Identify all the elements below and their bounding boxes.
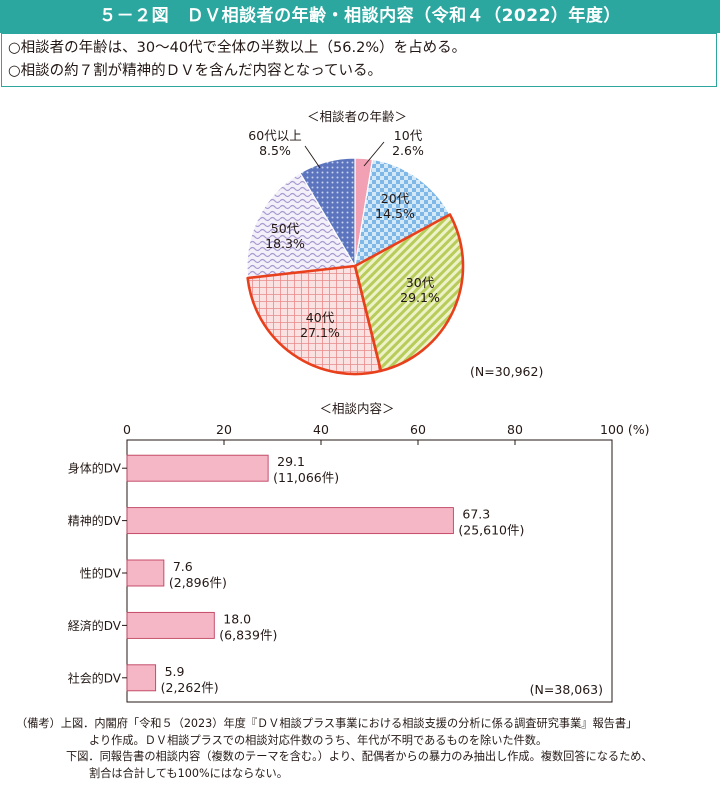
bar-category-label-1: 身体的DV <box>68 461 122 476</box>
bar-count-label-2: (25,610件) <box>458 523 524 538</box>
pie-label-2: 20代 <box>381 191 410 206</box>
bar-value-label-4: 18.0 <box>223 611 251 626</box>
bar-value-label-3: 7.6 <box>173 559 193 574</box>
pie-sample-size: (N=30,962) <box>470 364 543 379</box>
bar-category-label-5: 社会的DV <box>68 670 122 685</box>
bar-count-label-1: (11,066件) <box>273 470 339 485</box>
pie-title: ＜相談者の年齢＞ <box>307 109 407 124</box>
bar-1 <box>127 455 268 481</box>
bar-x-axis: 0 20 40 60 80 <box>123 422 523 437</box>
pie-value-6: 8.5% <box>259 143 291 158</box>
bar-count-label-4: (6,839件) <box>219 627 277 642</box>
bar-count-label-3: (2,896件) <box>169 575 227 590</box>
pie-value-1: 2.6% <box>392 143 424 158</box>
pie-chart <box>247 158 463 374</box>
pie-value-3: 29.1% <box>400 290 440 305</box>
bar-tick-label-40: 40 <box>313 422 329 437</box>
bar-3 <box>127 560 164 586</box>
bar-category-label-4: 経済的DV <box>68 618 122 633</box>
bar-tick-label-80: 80 <box>507 422 523 437</box>
footnotes: （備考）上図．内閣府「令和５（2023）年度『ＤＶ相談プラス事業における相談支援… <box>16 716 716 782</box>
pie-value-5: 18.3% <box>265 236 305 251</box>
bar-category-label-2: 精神的DV <box>68 513 122 528</box>
bar-tick-label-60: 60 <box>410 422 426 437</box>
bar-title: ＜相談内容＞ <box>319 401 394 416</box>
pie-leader-line-2 <box>305 146 320 168</box>
bars: 身体的DV 29.1(11,066件) 精神的DV 67.3(25,610件) 性的DV… <box>68 454 525 695</box>
bar-category-label-3: 性的DV <box>80 566 122 581</box>
pie-label-5: 50代 <box>271 221 300 236</box>
bar-sample-size: (N=38,063) <box>530 682 603 697</box>
bar-value-label-2: 67.3 <box>462 507 490 522</box>
pie-label-6: 60代以上 <box>248 128 301 143</box>
bar-2 <box>127 508 453 534</box>
pie-value-2: 14.5% <box>375 206 415 221</box>
pie-label-3: 30代 <box>406 275 435 290</box>
note-line-4: 割合は合計しても100%にはならない。 <box>16 766 716 783</box>
bar-tick-label-0: 0 <box>123 422 131 437</box>
bar-value-label-1: 29.1 <box>277 454 305 469</box>
pie-label-4: 40代 <box>306 310 335 325</box>
bar-4 <box>127 612 214 638</box>
bar-value-label-5: 5.9 <box>165 664 185 679</box>
note-line-1: （備考）上図．内閣府「令和５（2023）年度『ＤＶ相談プラス事業における相談支援… <box>16 716 716 733</box>
note-line-3: 下図．同報告書の相談内容（複数のテーマを含む。）より、配偶者からの暴力のみ抽出し… <box>16 749 716 766</box>
bar-tick-label-20: 20 <box>216 422 232 437</box>
pie-label-1: 10代 <box>394 128 423 143</box>
note-line-2: より作成。ＤＶ相談プラスでの相談対応件数のうち、年代が不明であるものを除いた件数… <box>16 733 716 750</box>
bar-grid <box>224 440 612 445</box>
bar-unit-label: 100 (%) <box>600 422 649 437</box>
bar-5 <box>127 665 156 691</box>
bar-count-label-5: (2,262件) <box>161 680 219 695</box>
pie-value-4: 27.1% <box>300 325 340 340</box>
